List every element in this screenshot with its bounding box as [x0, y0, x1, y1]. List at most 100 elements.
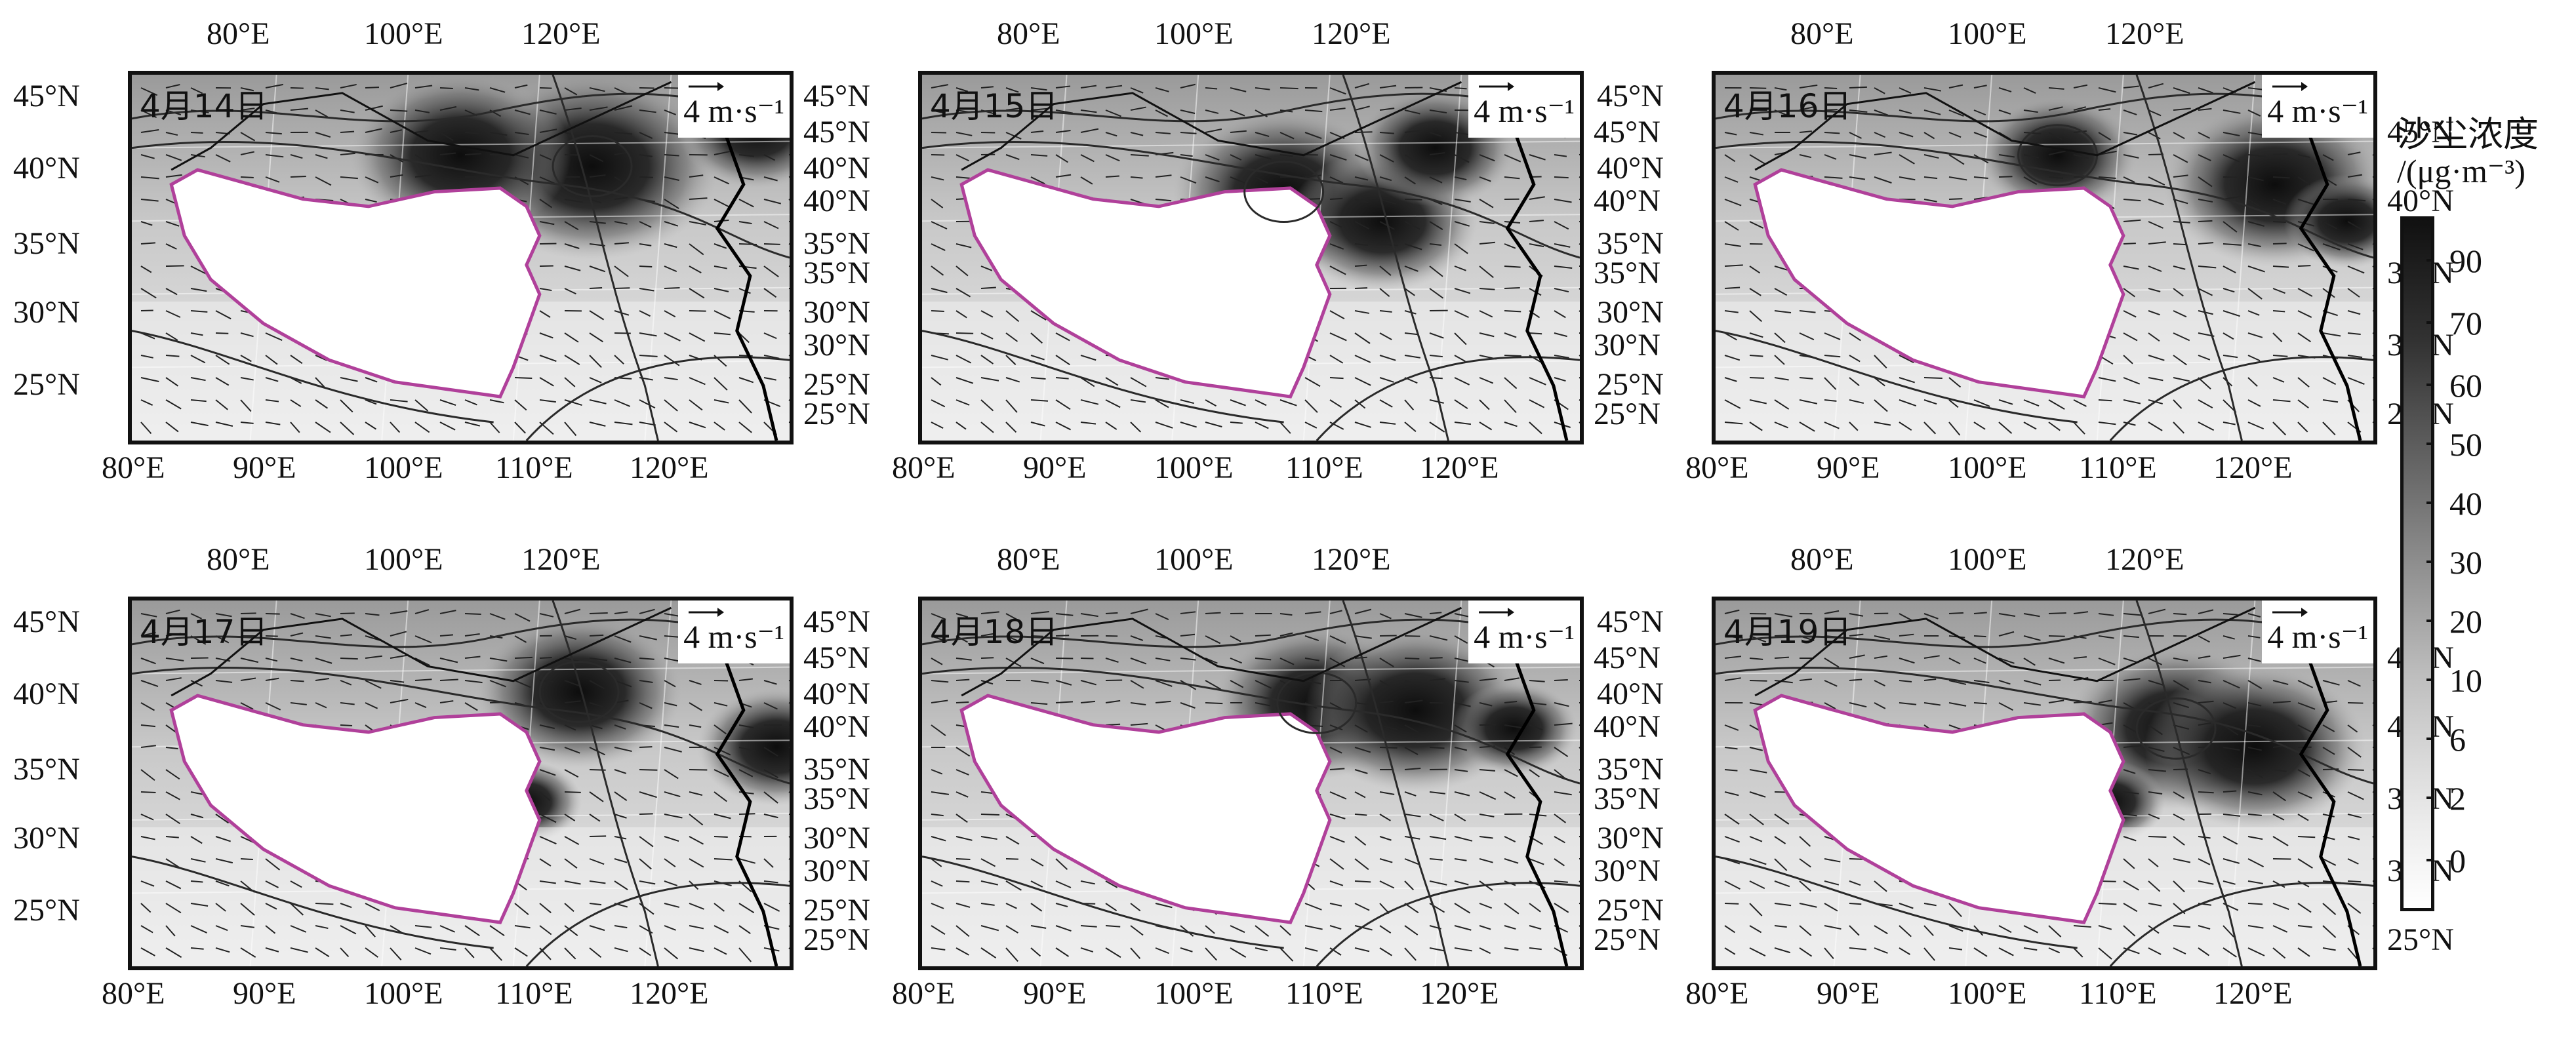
wind-scale-box: 4 m·s⁻¹: [1468, 600, 1580, 663]
colorbar-tick-label: 50: [2449, 426, 2482, 463]
latitude-label-left: 30°N: [1597, 821, 1664, 856]
map-frame: 4月18日 4 m·s⁻¹: [918, 597, 1584, 970]
map-panel: 4月16日 4 m·s⁻¹ 80°E 90°E 100°E 110°E 120°E 80°E 1…: [1597, 18, 2454, 484]
latitude-label-left: 25°N: [1597, 367, 1664, 402]
longitude-label-top: 120°E: [521, 542, 601, 577]
coastline: [1505, 654, 1569, 966]
wind-scale-arrow: [1475, 80, 1514, 93]
longitude-label-bottom: 80°E: [1685, 976, 1749, 1011]
colorbar-tick-mark: [2426, 620, 2434, 622]
map-panel: 4月17日 4 m·s⁻¹ 80°E 90°E 100°E 110°E 120°E 80°E 1…: [13, 544, 870, 1010]
latitude-label-left: 35°N: [13, 226, 80, 261]
tibetan-plateau-outline: [169, 168, 542, 399]
longitude-label-top: 120°E: [521, 16, 601, 51]
colorbar-bar: [2400, 216, 2434, 911]
wind-scale-label: 4 m·s⁻¹: [683, 618, 784, 655]
wind-scale-label: 4 m·s⁻¹: [2267, 618, 2368, 655]
tibetan-plateau-outline: [1753, 694, 2125, 924]
latitude-label-right: 45°N: [803, 640, 870, 675]
coastline: [2299, 128, 2362, 441]
colorbar-tick-label: 0: [2449, 842, 2466, 879]
latitude-label-right: 40°N: [2387, 184, 2454, 218]
national-border: [171, 81, 672, 171]
latitude-label-right: 25°N: [2387, 922, 2454, 957]
latitude-label-right: 30°N: [803, 328, 870, 363]
coastline: [715, 654, 778, 966]
parallel-line: [132, 140, 790, 149]
latitude-label-left: 35°N: [13, 752, 80, 787]
colorbar-tick-label: 2: [2449, 780, 2466, 817]
latitude-label-left: 40°N: [13, 151, 80, 186]
dust-map: [132, 600, 790, 966]
tibetan-plateau-outline: [169, 694, 542, 924]
longitude-label-bottom: 90°E: [233, 450, 296, 485]
national-border: [171, 606, 672, 697]
map-panel: 4月14日 4 m·s⁻¹ 80°E 90°E 100°E 110°E 120°E 80°E 1…: [13, 18, 870, 484]
wind-vectors: [140, 83, 790, 437]
map-frame: 4月14日 4 m·s⁻¹: [128, 71, 794, 444]
colorbar-tick-label: 10: [2449, 662, 2482, 699]
map-frame: 4月17日 4 m·s⁻¹: [128, 597, 794, 970]
coastline: [1505, 128, 1569, 441]
latitude-label-left: 45°N: [803, 604, 870, 639]
latitude-label-right: 25°N: [803, 922, 870, 957]
wind-scale-label: 4 m·s⁻¹: [2267, 92, 2368, 129]
meridian-line: [644, 600, 672, 966]
longitude-label-bottom: 120°E: [2213, 976, 2293, 1011]
longitude-label-bottom: 120°E: [1420, 976, 1499, 1011]
longitude-label-bottom: 90°E: [1023, 976, 1087, 1011]
latitude-label-left: 30°N: [13, 821, 80, 856]
latitude-label-left: 40°N: [13, 677, 80, 711]
latitude-label-left: 45°N: [803, 79, 870, 113]
dust-map: [1716, 75, 2373, 441]
longitude-label-bottom: 100°E: [1154, 976, 1234, 1011]
colorbar-tick-label: 70: [2449, 305, 2482, 342]
colorbar-title: 沙尘浓度: [2397, 113, 2539, 155]
longitude-label-top: 80°E: [997, 16, 1060, 51]
longitude-label-bottom: 110°E: [495, 450, 573, 485]
longitude-label-top: 80°E: [1790, 16, 1854, 51]
latitude-label-left: 40°N: [1597, 151, 1664, 186]
panel-date-label: 4月17日: [140, 613, 268, 651]
colorbar-tick-label: 20: [2449, 603, 2482, 640]
panel-date-label: 4月19日: [1723, 613, 1852, 651]
latitude-label-right: 45°N: [2387, 115, 2454, 149]
colorbar-tick-label: 60: [2449, 367, 2482, 404]
latitude-label-left: 30°N: [803, 295, 870, 330]
latitude-label-left: 30°N: [13, 295, 80, 330]
longitude-label-bottom: 110°E: [2079, 976, 2157, 1011]
colorbar-tick-mark: [2426, 679, 2434, 681]
longitude-label-bottom: 80°E: [102, 450, 165, 485]
map-panel: 4月19日 4 m·s⁻¹ 80°E 90°E 100°E 110°E 120°E 80°E 1…: [1597, 544, 2454, 1010]
longitude-label-bottom: 110°E: [495, 976, 573, 1011]
wind-scale-arrow: [685, 80, 724, 93]
longitude-label-top: 80°E: [1790, 542, 1854, 577]
colorbar-tick-mark: [2426, 443, 2434, 445]
meridian-line: [1434, 600, 1462, 966]
wind-scale-label: 4 m·s⁻¹: [1474, 618, 1575, 655]
colorbar-tick-mark: [2426, 859, 2434, 861]
map-frame: 4月15日 4 m·s⁻¹: [918, 71, 1584, 444]
latitude-label-right: 30°N: [1594, 854, 1660, 888]
colorbar-tick-mark: [2426, 797, 2434, 799]
wind-scale-box: 4 m·s⁻¹: [2262, 75, 2373, 138]
longitude-label-bottom: 90°E: [233, 976, 296, 1011]
latitude-label-right: 30°N: [1594, 328, 1660, 363]
parallel-line: [1716, 666, 2373, 675]
panel-date-label: 4月18日: [930, 613, 1058, 651]
meridian-line: [2228, 75, 2256, 441]
longitude-label-bottom: 110°E: [2079, 450, 2157, 485]
latitude-label-left: 40°N: [803, 677, 870, 711]
longitude-label-top: 120°E: [2105, 542, 2184, 577]
longitude-label-top: 100°E: [1154, 542, 1234, 577]
latitude-label-left: 40°N: [803, 151, 870, 186]
parallel-line: [922, 666, 1580, 675]
longitude-label-top: 100°E: [1948, 542, 2027, 577]
latitude-label-left: 45°N: [1597, 604, 1664, 639]
longitude-label-top: 120°E: [1312, 542, 1391, 577]
meridian-line: [1434, 75, 1462, 441]
latitude-label-left: 25°N: [13, 367, 80, 402]
longitude-label-top: 80°E: [207, 16, 270, 51]
colorbar-tick-label: 30: [2449, 544, 2482, 581]
longitude-label-top: 80°E: [997, 542, 1060, 577]
